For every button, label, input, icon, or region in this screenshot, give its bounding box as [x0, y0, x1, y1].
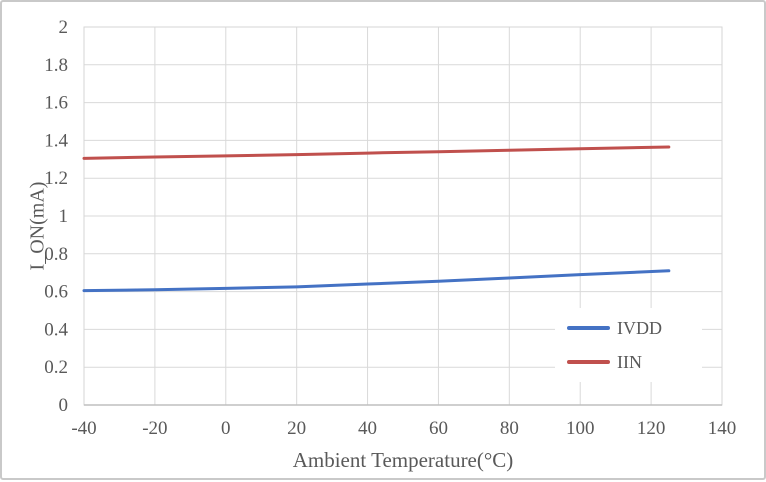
- x-tick-label: 80: [500, 418, 519, 439]
- x-tick-label: 60: [429, 418, 448, 439]
- legend-label-iin: IIN: [617, 351, 642, 372]
- legend-entry-ivdd: IVDD: [555, 311, 702, 345]
- x-tick-label: 40: [358, 418, 377, 439]
- legend: IVDD IIN: [555, 308, 702, 382]
- series-line-iin: [82, 145, 671, 160]
- x-tick-label: 140: [708, 418, 737, 439]
- x-tick-label: 120: [637, 418, 666, 439]
- legend-entry-iin: IIN: [555, 345, 702, 379]
- legend-line-swatch-ivdd: [567, 326, 610, 330]
- x-tick-label: -20: [142, 418, 167, 439]
- legend-line-swatch-iin: [567, 360, 610, 364]
- y-tick-label: 1.4: [44, 130, 68, 151]
- y-tick-label: 1.8: [44, 55, 68, 76]
- x-tick-label: 100: [566, 418, 595, 439]
- x-tick-label: -40: [71, 418, 96, 439]
- x-tick-label: 20: [287, 418, 306, 439]
- series-line-ivdd: [82, 269, 671, 293]
- y-tick-label: 2: [59, 17, 69, 38]
- legend-label-ivdd: IVDD: [617, 317, 662, 338]
- y-tick-label: 0.2: [44, 357, 68, 378]
- y-axis-title: I_ON(mA): [26, 181, 49, 271]
- y-tick-label: 1.6: [44, 93, 68, 114]
- y-tick-label: 0.4: [44, 319, 68, 340]
- x-axis-title: Ambient Temperature(°C): [292, 448, 514, 472]
- y-tick-label: 1: [59, 206, 69, 227]
- y-tick-label: 0.8: [44, 244, 68, 265]
- x-tick-label: 0: [221, 418, 231, 439]
- y-tick-label: 0.6: [44, 282, 68, 303]
- y-tick-label: 0: [59, 395, 69, 416]
- y-tick-label: 1.2: [44, 168, 68, 189]
